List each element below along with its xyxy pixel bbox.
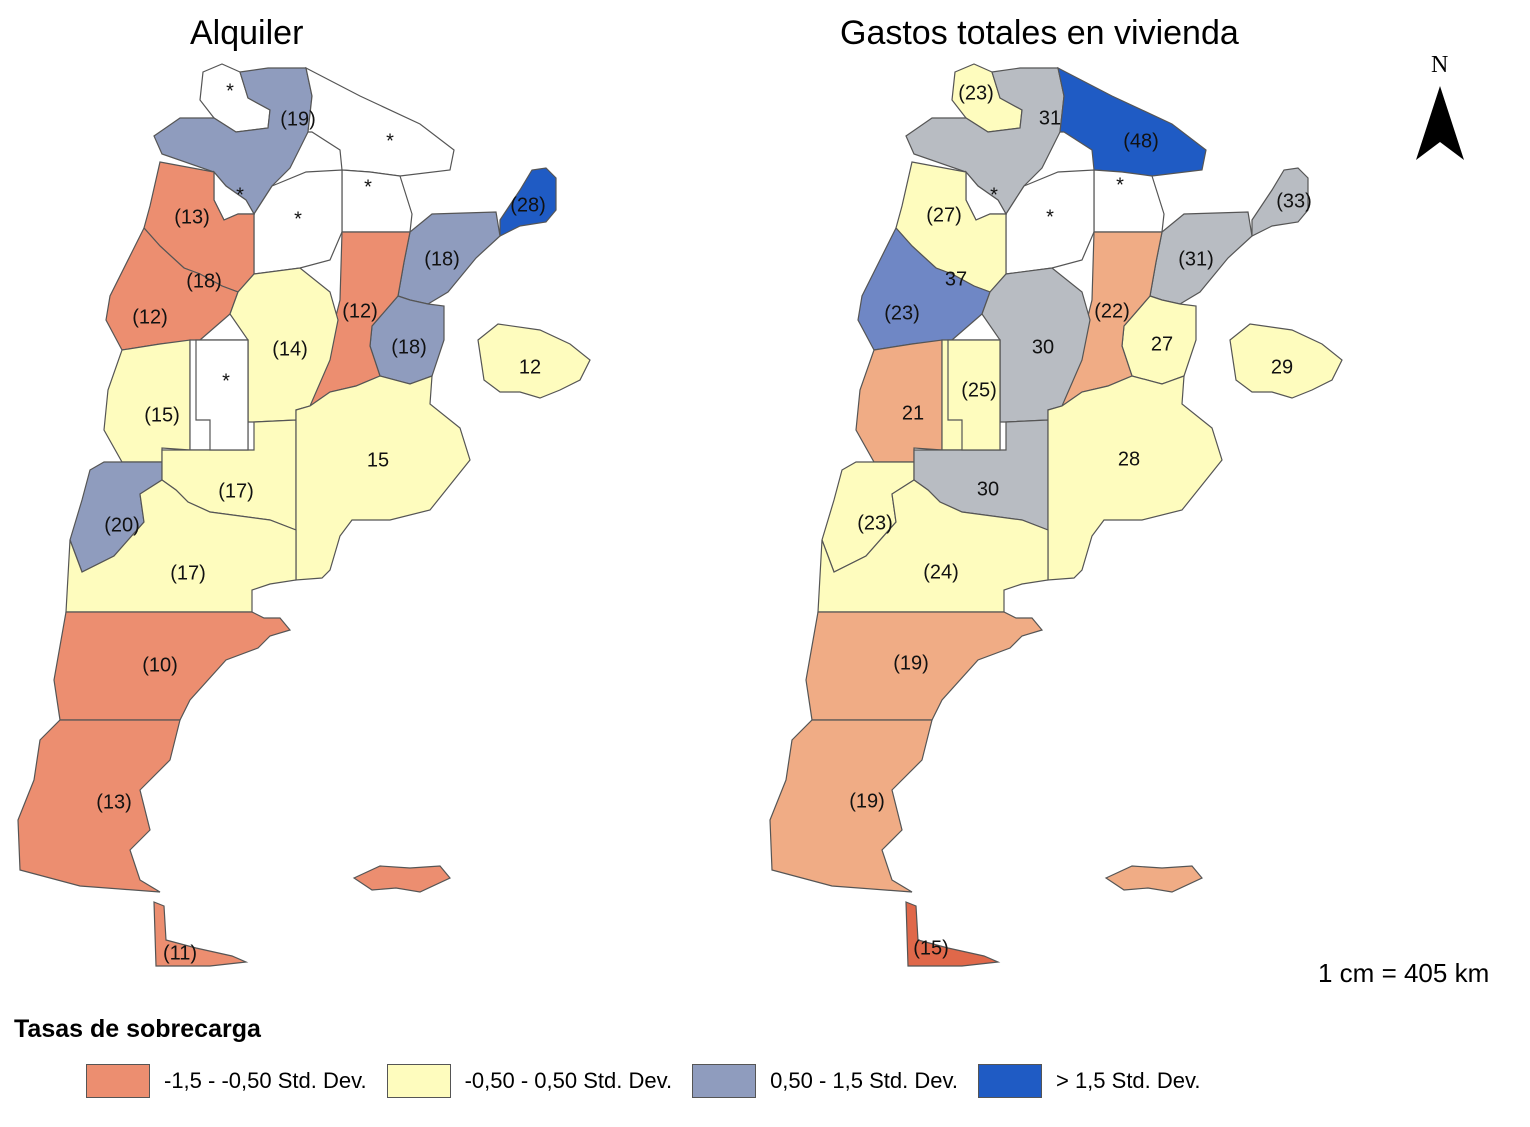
- province-formosa: [305, 66, 455, 177]
- province-value-label: 15: [367, 449, 389, 471]
- province-value-label: (12): [342, 300, 378, 322]
- province-formosa: [1057, 66, 1207, 177]
- province-value-label: (23): [857, 512, 893, 534]
- province-santa-cruz: [769, 719, 933, 893]
- province-misiones: [1251, 167, 1309, 237]
- province-value-label: (27): [926, 204, 962, 226]
- map-gastos-totales: (23) 31 (48) * * * (27) (33) 37 (31) (23) (22) 30 27 2…: [769, 63, 1343, 967]
- province-value-label: 12: [519, 356, 541, 378]
- province-value-label: *: [294, 208, 302, 230]
- province-value-label: (17): [170, 562, 206, 584]
- province-misiones: [499, 167, 557, 237]
- province-value-label: (18): [391, 336, 427, 358]
- legend-label: -0,50 - 0,50 Std. Dev.: [464, 1068, 673, 1093]
- province-san-juan: [855, 339, 943, 463]
- province-value-label: (20): [104, 514, 140, 536]
- province-chaco: [341, 169, 413, 233]
- province-value-label: (18): [424, 248, 460, 270]
- province-value-label: 37: [945, 268, 967, 290]
- province-neuquen: [65, 479, 297, 613]
- province-value-label: (10): [142, 654, 178, 676]
- legend-swatch: [386, 1064, 451, 1098]
- map-alquiler: * (19) * * * * (13) (28) (18) (18) (12) (12) (14) (18…: [17, 63, 591, 967]
- province-value-label: (15): [144, 404, 180, 426]
- province-buenos-aires: [1047, 375, 1223, 581]
- province-value-label: (23): [884, 302, 920, 324]
- legend-swatch: [692, 1064, 757, 1098]
- province-value-label: (17): [218, 480, 254, 502]
- province-value-label: (13): [174, 206, 210, 228]
- province-value-label: (28): [510, 194, 546, 216]
- province-value-label: 27: [1151, 333, 1173, 355]
- province-value-label: (19): [849, 790, 885, 812]
- province-value-label: (13): [96, 791, 132, 813]
- legend-label: -1,5 - -0,50 Std. Dev.: [164, 1068, 367, 1093]
- map-title-gastos: Gastos totales en vivienda: [840, 14, 1239, 52]
- scale-text: 1 cm = 405 km: [1318, 958, 1490, 988]
- province-value-label: 28: [1118, 448, 1140, 470]
- province-value-label: (18): [186, 270, 222, 292]
- province-malvinas: [1104, 865, 1203, 893]
- province-value-label: *: [1046, 206, 1054, 228]
- legend-item: -0,50 - 0,50 Std. Dev.: [386, 1064, 673, 1098]
- province-value-label: (15): [913, 937, 949, 959]
- province-chaco: [1093, 169, 1165, 233]
- map-title-alquiler: Alquiler: [190, 14, 304, 52]
- legend-item: > 1,5 Std. Dev.: [977, 1064, 1201, 1098]
- province-value-label: 30: [1032, 336, 1054, 358]
- province-neuquen: [817, 479, 1049, 613]
- province-value-label: (48): [1123, 130, 1159, 152]
- province-santa-cruz: [17, 719, 181, 893]
- north-label: N: [1431, 52, 1449, 78]
- province-tdf: [153, 901, 249, 967]
- province-value-label: (12): [132, 306, 168, 328]
- north-arrow-icon: [1416, 86, 1464, 160]
- province-value-label: (23): [958, 82, 994, 104]
- province-value-label: (14): [272, 338, 308, 360]
- province-san-juan: [103, 339, 191, 463]
- province-value-label: *: [364, 176, 372, 198]
- legend-label: 0,50 - 1,5 Std. Dev.: [770, 1068, 958, 1093]
- province-value-label: *: [236, 184, 244, 206]
- province-value-label: (22): [1094, 300, 1130, 322]
- province-value-label: 21: [902, 402, 924, 424]
- legend-swatch: [86, 1064, 150, 1098]
- province-value-label: 30: [977, 478, 999, 500]
- province-value-label: 29: [1271, 356, 1293, 378]
- province-tdf: [905, 901, 1001, 967]
- legend: -1,5 - -0,50 Std. Dev. -0,50 - 0,50 Std.…: [86, 1064, 1221, 1098]
- legend-swatch: [977, 1064, 1042, 1098]
- legend-title: Tasas de sobrecarga: [14, 1015, 261, 1043]
- legend-item: 0,50 - 1,5 Std. Dev.: [692, 1064, 958, 1098]
- province-nea-extra: [1229, 323, 1343, 399]
- province-nea-extra: [477, 323, 591, 399]
- province-value-label: (24): [923, 561, 959, 583]
- province-malvinas: [352, 865, 451, 893]
- province-value-label: (19): [893, 652, 929, 674]
- province-value-label: (31): [1178, 248, 1214, 270]
- province-value-label: (19): [280, 108, 316, 130]
- legend-label: > 1,5 Std. Dev.: [1055, 1068, 1201, 1093]
- province-sanluis-mid: [947, 339, 1001, 451]
- province-value-label: *: [226, 80, 234, 102]
- province-value-label: (25): [961, 379, 997, 401]
- province-value-label: *: [990, 184, 998, 206]
- province-value-label: 31: [1039, 107, 1061, 129]
- province-sanluis-mid: [195, 339, 249, 451]
- province-value-label: (33): [1276, 190, 1312, 212]
- province-value-label: *: [1116, 174, 1124, 196]
- province-value-label: *: [222, 370, 230, 392]
- province-value-label: (11): [163, 942, 197, 964]
- province-value-label: *: [386, 130, 394, 152]
- legend-item: -1,5 - -0,50 Std. Dev.: [86, 1064, 367, 1098]
- province-buenos-aires: [295, 375, 471, 581]
